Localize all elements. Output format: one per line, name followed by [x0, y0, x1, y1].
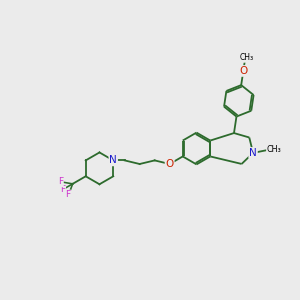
- Text: N: N: [249, 148, 257, 158]
- Text: O: O: [166, 159, 174, 169]
- Text: N: N: [110, 155, 117, 165]
- Text: CH₃: CH₃: [240, 53, 254, 62]
- Text: CH₃: CH₃: [267, 145, 281, 154]
- Text: F: F: [60, 185, 65, 194]
- Text: F: F: [58, 177, 63, 186]
- Text: O: O: [239, 66, 248, 76]
- Text: F: F: [65, 190, 70, 200]
